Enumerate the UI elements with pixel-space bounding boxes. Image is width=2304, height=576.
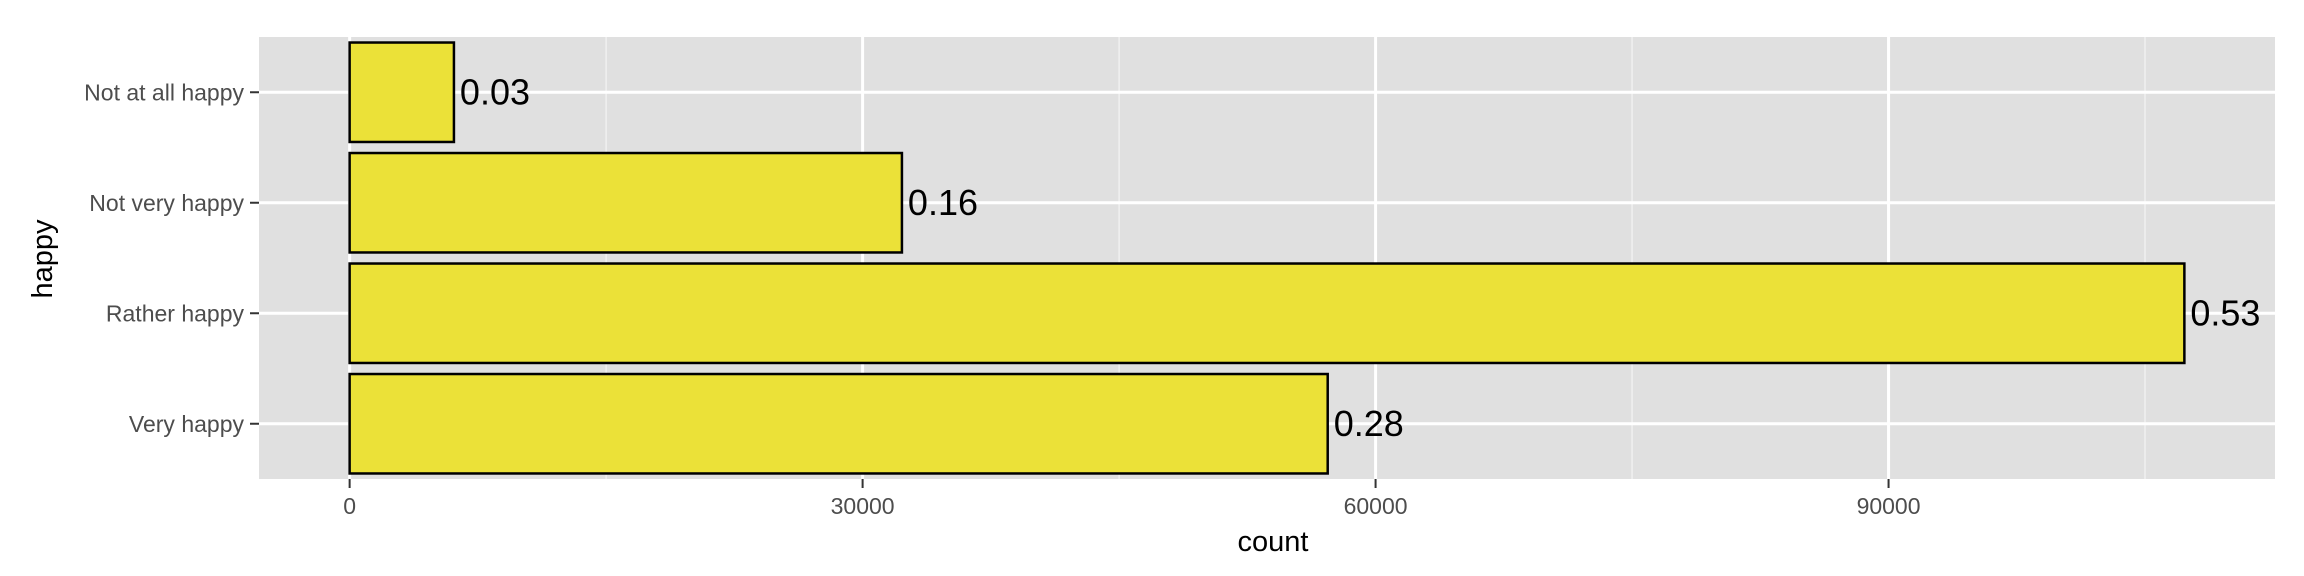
bar-data-label: 0.53: [2190, 292, 2260, 333]
x-axis: 0 30000 60000 90000: [343, 479, 1921, 519]
bar: [348, 41, 456, 144]
bar: [348, 151, 904, 254]
x-axis-title: count: [1238, 526, 1309, 558]
x-tick-label: 60000: [1344, 493, 1408, 519]
y-tick-label: Not at all happy: [84, 79, 244, 105]
x-tick-label: 90000: [1857, 493, 1921, 519]
bar-data-label: 0.16: [908, 182, 978, 223]
y-tick-label: Rather happy: [106, 300, 245, 326]
x-tick-label: 0: [343, 493, 356, 519]
data-labels: 0.28 0.53 0.16 0.03: [460, 71, 2261, 444]
y-tick-label: Not very happy: [89, 190, 244, 216]
y-axis: Very happy Rather happy Not very happy Not …: [84, 79, 259, 437]
y-axis-title: happy: [27, 219, 59, 299]
bar-data-label: 0.28: [1334, 403, 1404, 444]
x-tick-label: 30000: [831, 493, 895, 519]
bar: [348, 262, 2186, 365]
bar-data-label: 0.03: [460, 71, 530, 112]
bar: [348, 372, 1329, 475]
y-tick-label: Very happy: [129, 411, 245, 437]
bars: [348, 41, 2186, 475]
